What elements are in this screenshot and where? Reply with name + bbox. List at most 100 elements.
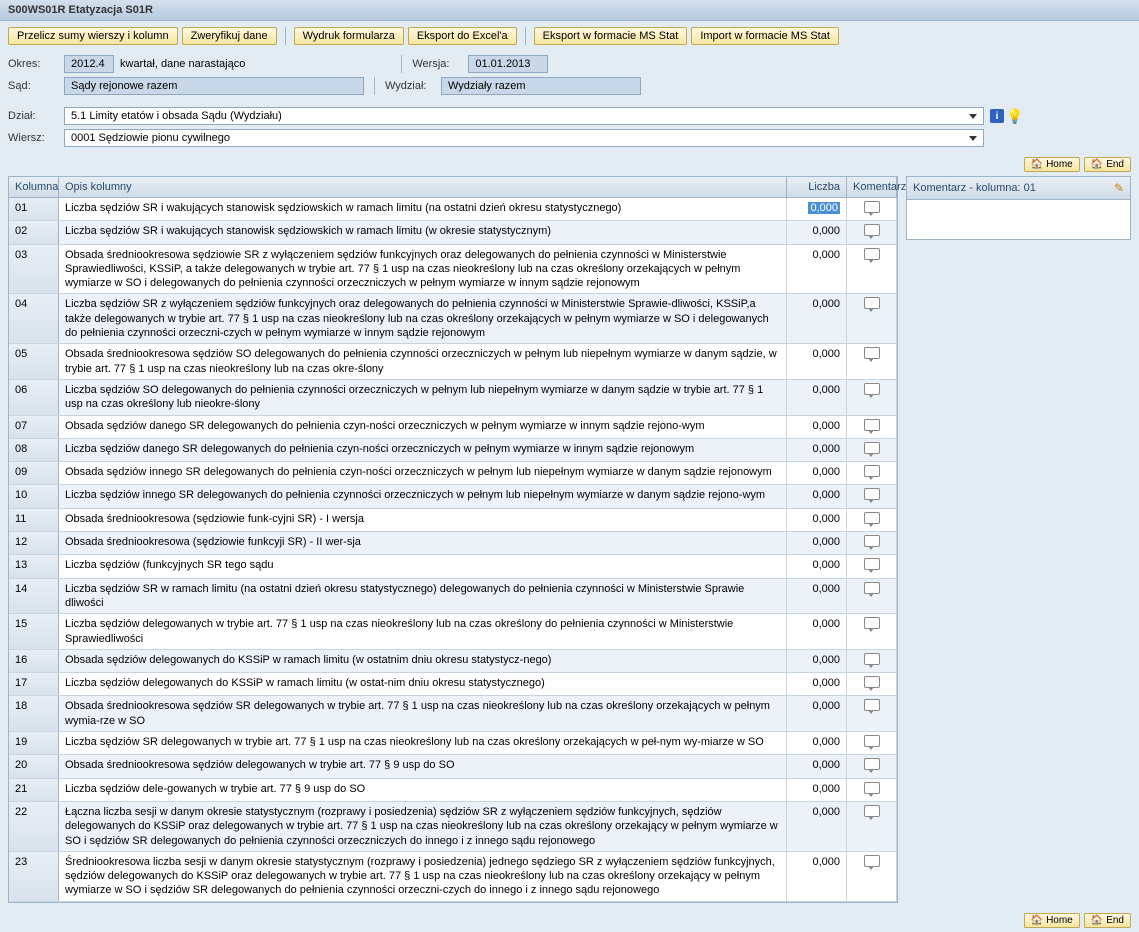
home-button[interactable]: 🏠Home bbox=[1024, 913, 1080, 928]
sad-field[interactable]: Sądy rejonowe razem bbox=[64, 77, 364, 95]
table-row[interactable]: 10Liczba sędziów innego SR delegowanych … bbox=[9, 485, 897, 508]
table-row[interactable]: 13Liczba sędziów (funkcyjnych SR tego są… bbox=[9, 555, 897, 578]
cell-liczba[interactable]: 0,000 bbox=[787, 696, 847, 731]
table-row[interactable]: 03Obsada średniookresowa sędziowie SR z … bbox=[9, 245, 897, 295]
cell-komentarz[interactable] bbox=[847, 416, 897, 438]
table-row[interactable]: 02Liczba sędziów SR i wakujących stanowi… bbox=[9, 221, 897, 244]
cell-liczba[interactable]: 0,000 bbox=[787, 198, 847, 220]
comment-icon[interactable] bbox=[864, 488, 880, 500]
comment-icon[interactable] bbox=[864, 758, 880, 770]
cell-liczba[interactable]: 0,000 bbox=[787, 579, 847, 614]
table-row[interactable]: 16Obsada sędziów delegowanych do KSSiP w… bbox=[9, 650, 897, 673]
cell-komentarz[interactable] bbox=[847, 198, 897, 220]
table-row[interactable]: 23Średniookresowa liczba sesji w danym o… bbox=[9, 852, 897, 902]
table-row[interactable]: 19Liczba sędziów SR delegowanych w trybi… bbox=[9, 732, 897, 755]
cell-komentarz[interactable] bbox=[847, 696, 897, 731]
cell-komentarz[interactable] bbox=[847, 380, 897, 415]
wydzial-field[interactable]: Wydziały razem bbox=[441, 77, 641, 95]
cell-liczba[interactable]: 0,000 bbox=[787, 509, 847, 531]
home-button[interactable]: 🏠Home bbox=[1024, 157, 1080, 172]
comment-icon[interactable] bbox=[864, 617, 880, 629]
comment-icon[interactable] bbox=[864, 535, 880, 547]
cell-komentarz[interactable] bbox=[847, 779, 897, 801]
table-row[interactable]: 04Liczba sędziów SR z wyłączeniem sędzió… bbox=[9, 294, 897, 344]
cell-komentarz[interactable] bbox=[847, 650, 897, 672]
cell-komentarz[interactable] bbox=[847, 485, 897, 507]
comment-icon[interactable] bbox=[864, 855, 880, 867]
cell-liczba[interactable]: 0,000 bbox=[787, 532, 847, 554]
cell-komentarz[interactable] bbox=[847, 532, 897, 554]
cell-komentarz[interactable] bbox=[847, 509, 897, 531]
cell-liczba[interactable]: 0,000 bbox=[787, 485, 847, 507]
comment-body[interactable] bbox=[906, 200, 1131, 240]
comment-icon[interactable] bbox=[864, 653, 880, 665]
cell-liczba[interactable]: 0,000 bbox=[787, 462, 847, 484]
cell-komentarz[interactable] bbox=[847, 852, 897, 901]
info-icon[interactable]: i bbox=[990, 109, 1004, 123]
cell-liczba[interactable]: 0,000 bbox=[787, 294, 847, 343]
col-header-liczba[interactable]: Liczba bbox=[787, 177, 847, 197]
cell-liczba[interactable]: 0,000 bbox=[787, 439, 847, 461]
table-row[interactable]: 07Obsada sędziów danego SR delegowanych … bbox=[9, 416, 897, 439]
col-header-opis[interactable]: Opis kolumny bbox=[59, 177, 787, 197]
export-excel-button[interactable]: Eksport do Excel'a bbox=[408, 27, 517, 45]
dzial-dropdown[interactable]: 5.1 Limity etatów i obsada Sądu (Wydział… bbox=[64, 107, 984, 125]
cell-liczba[interactable]: 0,000 bbox=[787, 755, 847, 777]
table-row[interactable]: 06Liczba sędziów SO delegowanych do pełn… bbox=[9, 380, 897, 416]
table-row[interactable]: 15Liczba sędziów delegowanych w trybie a… bbox=[9, 614, 897, 650]
cell-liczba[interactable]: 0,000 bbox=[787, 732, 847, 754]
cell-komentarz[interactable] bbox=[847, 614, 897, 649]
cell-liczba[interactable]: 0,000 bbox=[787, 416, 847, 438]
cell-liczba[interactable]: 0,000 bbox=[787, 555, 847, 577]
col-header-komentarz[interactable]: Komentarz bbox=[847, 177, 897, 197]
table-row[interactable]: 21Liczba sędziów dele-gowanych w trybie … bbox=[9, 779, 897, 802]
cell-komentarz[interactable] bbox=[847, 462, 897, 484]
cell-komentarz[interactable] bbox=[847, 221, 897, 243]
cell-komentarz[interactable] bbox=[847, 579, 897, 614]
table-row[interactable]: 01Liczba sędziów SR i wakujących stanowi… bbox=[9, 198, 897, 221]
cell-liczba[interactable]: 0,000 bbox=[787, 802, 847, 851]
comment-icon[interactable] bbox=[864, 805, 880, 817]
comment-icon[interactable] bbox=[864, 224, 880, 236]
end-button[interactable]: 🏠End bbox=[1084, 913, 1131, 928]
comment-icon[interactable] bbox=[864, 297, 880, 309]
col-header-kolumna[interactable]: Kolumna bbox=[9, 177, 59, 197]
cell-komentarz[interactable] bbox=[847, 439, 897, 461]
comment-icon[interactable] bbox=[864, 383, 880, 395]
cell-komentarz[interactable] bbox=[847, 344, 897, 379]
cell-liczba[interactable]: 0,000 bbox=[787, 852, 847, 901]
cell-komentarz[interactable] bbox=[847, 294, 897, 343]
cell-liczba[interactable]: 0,000 bbox=[787, 245, 847, 294]
table-row[interactable]: 18Obsada średniookresowa sędziów SR dele… bbox=[9, 696, 897, 732]
comment-icon[interactable] bbox=[864, 582, 880, 594]
comment-icon[interactable] bbox=[864, 347, 880, 359]
cell-komentarz[interactable] bbox=[847, 555, 897, 577]
comment-icon[interactable] bbox=[864, 676, 880, 688]
cell-liczba[interactable]: 0,000 bbox=[787, 221, 847, 243]
cell-komentarz[interactable] bbox=[847, 245, 897, 294]
comment-icon[interactable] bbox=[864, 735, 880, 747]
print-button[interactable]: Wydruk formularza bbox=[294, 27, 404, 45]
import-msstat-button[interactable]: Import w formacie MS Stat bbox=[691, 27, 839, 45]
cell-liczba[interactable]: 0,000 bbox=[787, 344, 847, 379]
comment-icon[interactable] bbox=[864, 419, 880, 431]
cell-liczba[interactable]: 0,000 bbox=[787, 614, 847, 649]
comment-icon[interactable] bbox=[864, 201, 880, 213]
comment-icon[interactable] bbox=[864, 699, 880, 711]
cell-liczba[interactable]: 0,000 bbox=[787, 673, 847, 695]
table-row[interactable]: 14Liczba sędziów SR w ramach limitu (na … bbox=[9, 579, 897, 615]
table-row[interactable]: 11Obsada średniookresowa (sędziowie funk… bbox=[9, 509, 897, 532]
edit-icon[interactable]: ✎ bbox=[1114, 181, 1124, 195]
table-row[interactable]: 20Obsada średniookresowa sędziów delegow… bbox=[9, 755, 897, 778]
comment-icon[interactable] bbox=[864, 442, 880, 454]
comment-icon[interactable] bbox=[864, 512, 880, 524]
comment-icon[interactable] bbox=[864, 558, 880, 570]
table-row[interactable]: 08Liczba sędziów danego SR delegowanych … bbox=[9, 439, 897, 462]
recalc-button[interactable]: Przelicz sumy wierszy i kolumn bbox=[8, 27, 178, 45]
table-row[interactable]: 12Obsada średniookresowa (sędziowie funk… bbox=[9, 532, 897, 555]
cell-komentarz[interactable] bbox=[847, 732, 897, 754]
cell-komentarz[interactable] bbox=[847, 802, 897, 851]
verify-button[interactable]: Zweryfikuj dane bbox=[182, 27, 277, 45]
comment-icon[interactable] bbox=[864, 465, 880, 477]
wersja-field[interactable]: 01.01.2013 bbox=[468, 55, 548, 73]
